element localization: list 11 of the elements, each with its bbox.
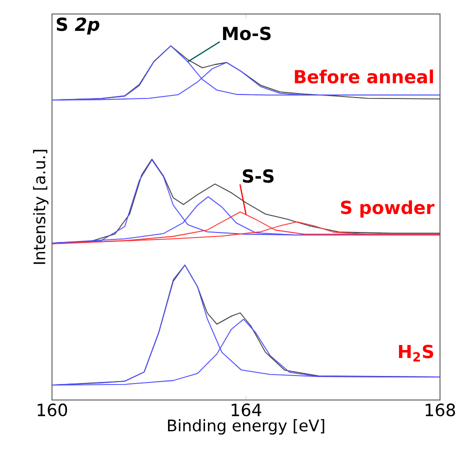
y-axis-title: Intensity [a.u.] <box>33 150 48 264</box>
x-axis-title: Binding energy [eV] <box>168 419 324 435</box>
x-tick-label: 164 <box>232 403 262 416</box>
series-label: S powder <box>341 200 434 218</box>
series-label: H$_{2}$S <box>398 344 434 362</box>
text: S 2p <box>56 18 100 35</box>
x-tick-label: 168 <box>426 403 456 416</box>
x-tick-label: 160 <box>38 403 68 416</box>
annotation: S-S <box>242 169 274 183</box>
annotation: Mo-S <box>223 26 271 40</box>
series-label: Before anneal <box>294 70 433 84</box>
